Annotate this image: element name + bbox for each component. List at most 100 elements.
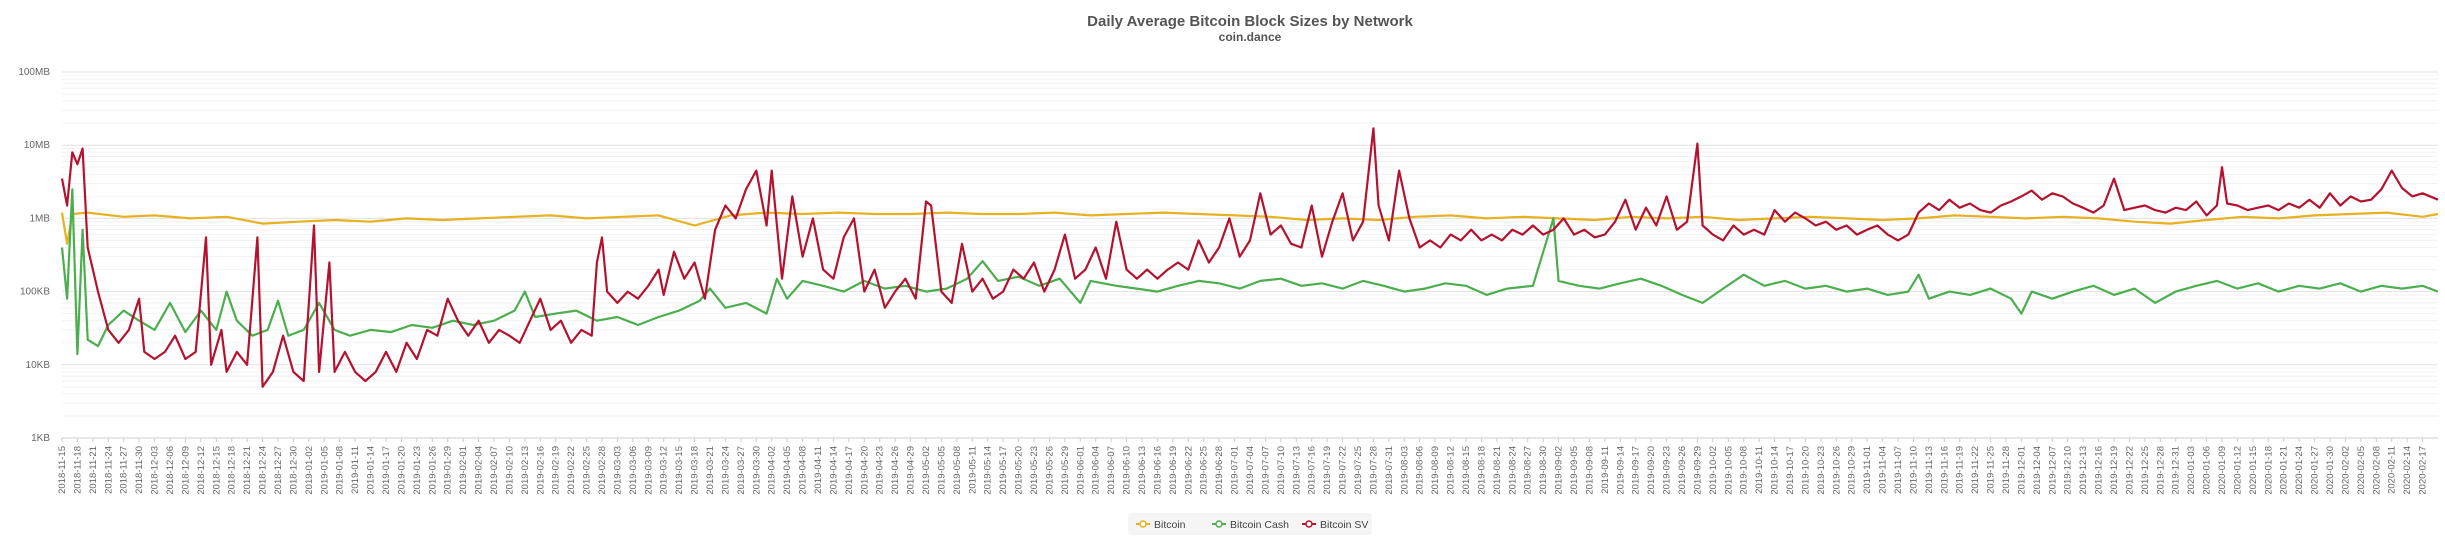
x-tick-label: 2019-02-28 [597, 446, 608, 495]
legend-marker [1215, 520, 1223, 528]
x-tick-label: 2019-02-01 [458, 446, 469, 495]
x-tick-label: 2019-05-08 [952, 446, 963, 495]
x-tick-label: 2018-12-03 [150, 446, 161, 495]
x-tick-label: 2018-12-21 [242, 446, 253, 495]
legend-label: Bitcoin Cash [1230, 519, 1289, 531]
x-tick-label: 2020-01-27 [2310, 446, 2321, 495]
x-tick-label: 2019-03-06 [628, 446, 639, 495]
x-tick-label: 2019-12-10 [2063, 446, 2074, 495]
x-tick-label: 2019-05-11 [967, 446, 978, 494]
x-tick-label: 2019-11-01 [1862, 446, 1873, 494]
x-tick-label: 2020-01-09 [2217, 446, 2228, 495]
x-tick-label: 2020-01-21 [2279, 446, 2290, 495]
x-tick-label: 2019-11-13 [1924, 446, 1935, 494]
x-tick-label: 2019-10-23 [1816, 446, 1827, 495]
y-tick-label: 100KB [20, 287, 50, 298]
x-tick-label: 2019-08-18 [1476, 446, 1487, 495]
x-tick-label: 2019-05-26 [1044, 446, 1055, 495]
x-tick-label: 2019-09-17 [1631, 446, 1642, 495]
chart-subtitle: coin.dance [1219, 30, 1282, 44]
y-tick-label: 1MB [29, 213, 50, 224]
x-tick-label: 2019-04-20 [859, 446, 870, 495]
x-tick-label: 2019-05-20 [1014, 446, 1025, 495]
legend[interactable]: Bitcoin Bitcoin Cash Bitcoin SV [1128, 513, 1372, 535]
x-tick-label: 2020-02-17 [2418, 446, 2429, 495]
x-tick-label: 2019-04-02 [767, 446, 778, 495]
series-line-bitcoin-cash [60, 188, 2439, 356]
x-tick-label: 2019-11-19 [1955, 446, 1966, 494]
legend-item-bitcoin[interactable]: Bitcoin [1136, 519, 1186, 531]
y-tick-label: 10KB [26, 360, 51, 371]
x-tick-label: 2019-05-02 [921, 446, 932, 495]
x-tick-label: 2019-06-04 [1091, 446, 1102, 495]
series-lines [60, 127, 2439, 388]
x-tick-label: 2020-01-15 [2248, 446, 2259, 495]
x-tick-label: 2019-08-24 [1507, 446, 1518, 495]
x-tick-label: 2019-07-13 [1291, 446, 1302, 495]
x-tick-label: 2019-12-31 [2171, 446, 2182, 495]
x-tick-label: 2019-08-06 [1415, 446, 1426, 495]
x-tick-label: 2019-06-19 [1168, 446, 1179, 495]
legend-box [1128, 513, 1372, 535]
series-line-bitcoin [60, 211, 2439, 245]
x-tick-label: 2019-02-25 [582, 446, 593, 495]
y-tick-label: 100MB [18, 67, 50, 78]
x-tick-label: 2019-01-14 [366, 446, 377, 495]
x-tick-label: 2018-11-15 [57, 446, 68, 494]
x-tick-label: 2019-12-01 [2016, 446, 2027, 495]
x-tick-label: 2019-08-30 [1538, 446, 1549, 495]
x-tick-label: 2019-11-28 [2001, 446, 2012, 494]
x-tick-label: 2019-12-25 [2140, 446, 2151, 495]
x-tick-label: 2020-01-24 [2294, 446, 2305, 495]
x-tick-label: 2019-07-04 [1245, 446, 1256, 495]
x-tick-label: 2019-03-12 [659, 446, 670, 495]
legend-marker [1305, 520, 1313, 528]
x-tick-label: 2019-02-13 [520, 446, 531, 495]
x-tick-label: 2019-07-22 [1338, 446, 1349, 495]
x-tick-label: 2019-01-05 [319, 446, 330, 495]
x-tick-label: 2019-05-29 [1060, 446, 1071, 495]
x-tick-label: 2019-05-17 [998, 446, 1009, 495]
x-tick-label: 2018-12-06 [165, 446, 176, 495]
legend-marker [1139, 520, 1147, 528]
x-tick-label: 2019-01-26 [427, 446, 438, 495]
x-tick-label: 2019-05-14 [983, 446, 994, 495]
x-tick-label: 2018-11-24 [103, 446, 114, 494]
x-tick-label: 2018-12-12 [196, 446, 207, 495]
x-tick-label: 2018-12-09 [180, 446, 191, 495]
x-tick-label: 2019-04-23 [875, 446, 886, 495]
x-tick-label: 2019-04-11 [813, 446, 824, 494]
x-tick-label: 2019-03-03 [612, 446, 623, 495]
y-tick-label: 10MB [24, 140, 50, 151]
x-tick-label: 2019-03-18 [690, 446, 701, 495]
x-tick-label: 2019-12-13 [2078, 446, 2089, 495]
x-tick-label: 2019-10-08 [1739, 446, 1750, 495]
x-tick-label: 2019-04-17 [844, 446, 855, 495]
x-tick-label: 2019-11-22 [1970, 446, 1981, 494]
x-tick-label: 2019-07-25 [1353, 446, 1364, 495]
x-tick-label: 2020-01-06 [2202, 446, 2213, 495]
x-tick-label: 2019-11-25 [1986, 446, 1997, 494]
x-tick-label: 2019-06-10 [1122, 446, 1133, 495]
x-tick-label: 2020-02-08 [2371, 446, 2382, 495]
x-tick-label: 2019-01-20 [396, 446, 407, 495]
x-tick-label: 2018-11-18 [72, 446, 83, 494]
x-tick-label: 2019-10-11 [1754, 446, 1765, 494]
x-tick-label: 2019-09-29 [1692, 446, 1703, 495]
x-tick-label: 2019-10-20 [1800, 446, 1811, 495]
x-tick-label: 2020-02-14 [2402, 446, 2413, 495]
x-tick-label: 2019-03-27 [736, 446, 747, 495]
series-line-bitcoin-sv [60, 127, 2439, 388]
x-tick-label: 2019-12-28 [2155, 446, 2166, 495]
x-tick-label: 2019-01-23 [412, 446, 423, 495]
legend-item-bitcoin-sv[interactable]: Bitcoin SV [1302, 519, 1368, 531]
x-tick-label: 2020-01-12 [2232, 446, 2243, 495]
y-tick-label: 1KB [31, 433, 50, 444]
x-tick-label: 2019-09-14 [1615, 446, 1626, 495]
x-tick-label: 2019-01-02 [304, 446, 315, 495]
x-tick-label: 2019-09-08 [1584, 446, 1595, 495]
x-tick-label: 2019-06-25 [1199, 446, 1210, 495]
legend-item-bitcoin-cash[interactable]: Bitcoin Cash [1212, 519, 1289, 531]
x-tick-label: 2019-11-07 [1893, 446, 1904, 494]
x-tick-label: 2019-04-08 [798, 446, 809, 495]
